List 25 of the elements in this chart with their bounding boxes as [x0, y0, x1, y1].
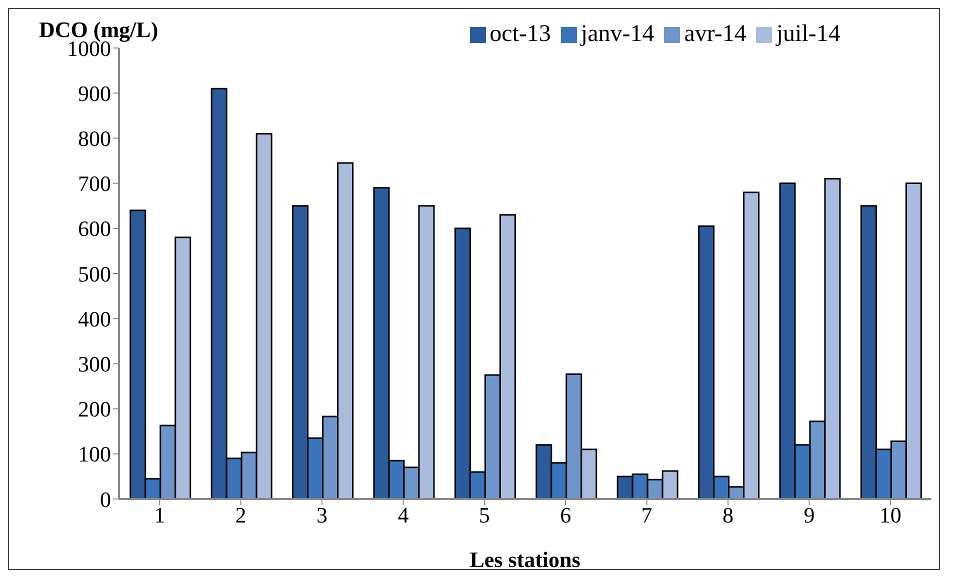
x-tick-label: 5 [478, 502, 490, 528]
y-tick-label: 700 [78, 171, 111, 196]
x-tick-label: 4 [398, 502, 409, 528]
x-tick-label: 2 [235, 502, 246, 528]
y-tick-label: 100 [78, 442, 111, 467]
x-axis-title: Les stations [470, 547, 581, 572]
legend-label: juil-14 [776, 21, 840, 47]
legend-label: janv-14 [580, 21, 654, 47]
y-tick-label: 900 [78, 80, 111, 106]
y-tick-label: 500 [78, 261, 111, 286]
x-tick-label: 1 [154, 502, 166, 528]
x-tick-label: 10 [879, 502, 902, 528]
y-tick-label: 200 [78, 396, 111, 422]
y-tick-label: 400 [78, 306, 111, 332]
x-tick-label: 8 [722, 502, 734, 528]
x-tick-label: 9 [804, 502, 815, 528]
y-tick-label: 800 [78, 126, 111, 152]
x-tick-label: 7 [641, 502, 652, 528]
y-tick-label: 300 [78, 352, 111, 377]
x-tick-label: 6 [560, 502, 572, 528]
legend-label: avr-14 [684, 21, 746, 47]
legend-label: oct-13 [490, 21, 551, 47]
y-tick-label: 0 [100, 486, 111, 512]
x-tick-label: 3 [316, 502, 328, 528]
y-tick-label: 600 [78, 216, 111, 242]
